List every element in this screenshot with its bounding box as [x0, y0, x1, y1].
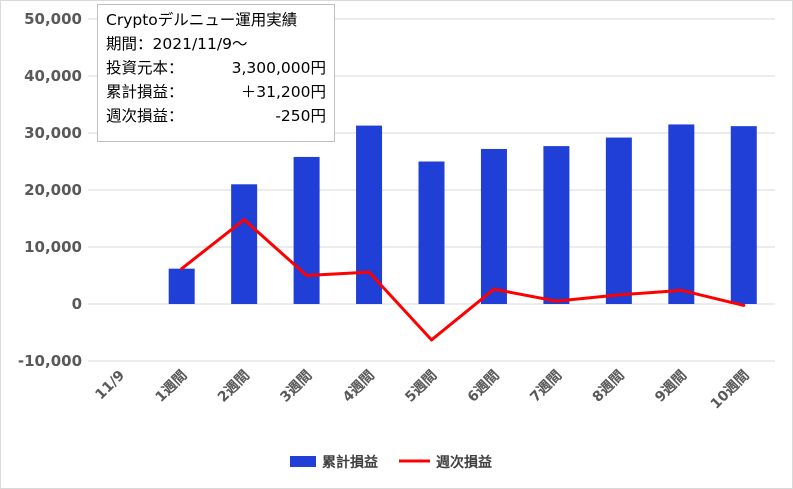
info-row-investment: 投資元本： 3,300,000円: [106, 56, 326, 80]
bar: [480, 148, 507, 304]
y-tick-label: 0: [72, 295, 82, 313]
legend: 累計損益 週次損益: [290, 454, 492, 471]
line-point: [492, 287, 496, 291]
line-path: [180, 218, 745, 342]
y-axis-ticks: -10,000 0 10,000 20,000 30,000 40,000 50,000: [18, 10, 82, 370]
info-period: 期間：2021/11/9～: [106, 35, 248, 53]
bar: [668, 124, 695, 304]
info-investment-label: 投資元本：: [106, 59, 184, 77]
info-weekly-label: 週次損益：: [106, 107, 184, 125]
info-cumulative-value: ＋31,200円: [240, 83, 326, 101]
bar: [293, 156, 320, 304]
bar-series: [168, 124, 757, 304]
x-tick-label: 9週間: [652, 368, 690, 406]
bar: [231, 184, 258, 304]
x-tick-label: 11/9: [92, 368, 128, 404]
legend-label-bar: 累計損益: [322, 454, 378, 471]
line-point: [430, 338, 433, 342]
line-point: [679, 288, 683, 292]
y-tick-label: 40,000: [24, 67, 82, 85]
x-axis-ticks: 11/9 1週間 2週間 3週間 4週間 5週間 6週間 7週間 8週間 9週間 10週間: [92, 368, 752, 413]
info-title: Cryptoデルニュー運用実績: [106, 11, 298, 29]
y-tick-label: 50,000: [24, 10, 82, 28]
x-tick-label: 1週間: [153, 368, 191, 406]
y-tick-label: 30,000: [24, 124, 82, 142]
bar: [168, 268, 195, 304]
y-tick-label: 20,000: [24, 181, 82, 199]
info-weekly-value: -250円: [275, 107, 326, 125]
x-tick-label: 10週間: [708, 368, 753, 413]
x-tick-label: 3週間: [277, 368, 315, 406]
y-tick-label: 10,000: [24, 238, 82, 256]
x-tick-label: 4週間: [340, 368, 378, 406]
line-point: [742, 303, 746, 307]
legend-swatch-bar: [290, 456, 316, 467]
bar: [418, 161, 445, 304]
line-point: [554, 299, 558, 303]
info-box: Cryptoデルニュー運用実績 期間：2021/11/9～ 投資元本： 3,30…: [97, 4, 335, 142]
x-tick-label: 7週間: [527, 368, 565, 406]
info-row-weekly: 週次損益： -250円: [106, 104, 326, 128]
x-tick-label: 6週間: [465, 368, 503, 406]
bar: [356, 125, 383, 304]
line-point: [367, 270, 371, 274]
bar: [543, 146, 570, 304]
line-series: [180, 218, 746, 342]
x-tick-label: 2週間: [215, 368, 253, 406]
info-cumulative-label: 累計損益：: [106, 83, 184, 101]
y-tick-label: -10,000: [18, 352, 82, 370]
line-point: [305, 274, 309, 277]
line-point: [242, 218, 246, 222]
x-tick-label: 5週間: [402, 368, 440, 406]
info-row-cumulative: 累計損益： ＋31,200円: [106, 80, 326, 104]
legend-label-line: 週次損益: [436, 454, 492, 471]
line-point: [617, 293, 621, 297]
bar: [730, 126, 757, 304]
line-point: [180, 267, 184, 271]
info-investment-value: 3,300,000円: [231, 59, 326, 77]
bar: [605, 137, 632, 304]
x-tick-label: 8週間: [590, 368, 628, 406]
